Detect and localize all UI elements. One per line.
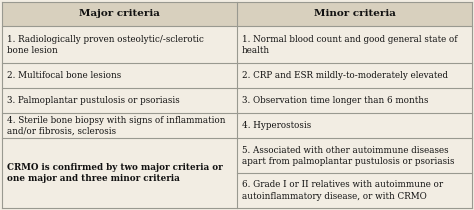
Text: Minor criteria: Minor criteria	[314, 9, 395, 18]
Text: 2. Multifocal bone lesions: 2. Multifocal bone lesions	[7, 71, 121, 80]
Text: CRMO is confirmed by two major criteria or
one major and three minor criteria: CRMO is confirmed by two major criteria …	[7, 163, 223, 183]
Text: 6. Grade I or II relatives with autoimmune or
autoinflammatory disease, or with : 6. Grade I or II relatives with autoimmu…	[242, 181, 443, 201]
Text: 3. Observation time longer than 6 months: 3. Observation time longer than 6 months	[242, 96, 428, 105]
Text: 2. CRP and ESR mildly-to-moderately elevated: 2. CRP and ESR mildly-to-moderately elev…	[242, 71, 448, 80]
Text: 4. Hyperostosis: 4. Hyperostosis	[242, 121, 311, 130]
Text: 4. Sterile bone biopsy with signs of inflammation
and/or fibrosis, sclerosis: 4. Sterile bone biopsy with signs of inf…	[7, 116, 226, 136]
Text: 3. Palmoplantar pustulosis or psoriasis: 3. Palmoplantar pustulosis or psoriasis	[7, 96, 180, 105]
Text: 1. Radiologically proven osteolytic/-sclerotic
bone lesion: 1. Radiologically proven osteolytic/-scl…	[7, 35, 204, 55]
Text: Major criteria: Major criteria	[79, 9, 160, 18]
Bar	[237, 2, 472, 26]
Bar	[2, 2, 237, 26]
Text: 5. Associated with other autoimmune diseases
apart from palmoplantar pustulosis : 5. Associated with other autoimmune dise…	[242, 146, 455, 166]
Text: 1. Normal blood count and good general state of
health: 1. Normal blood count and good general s…	[242, 35, 457, 55]
